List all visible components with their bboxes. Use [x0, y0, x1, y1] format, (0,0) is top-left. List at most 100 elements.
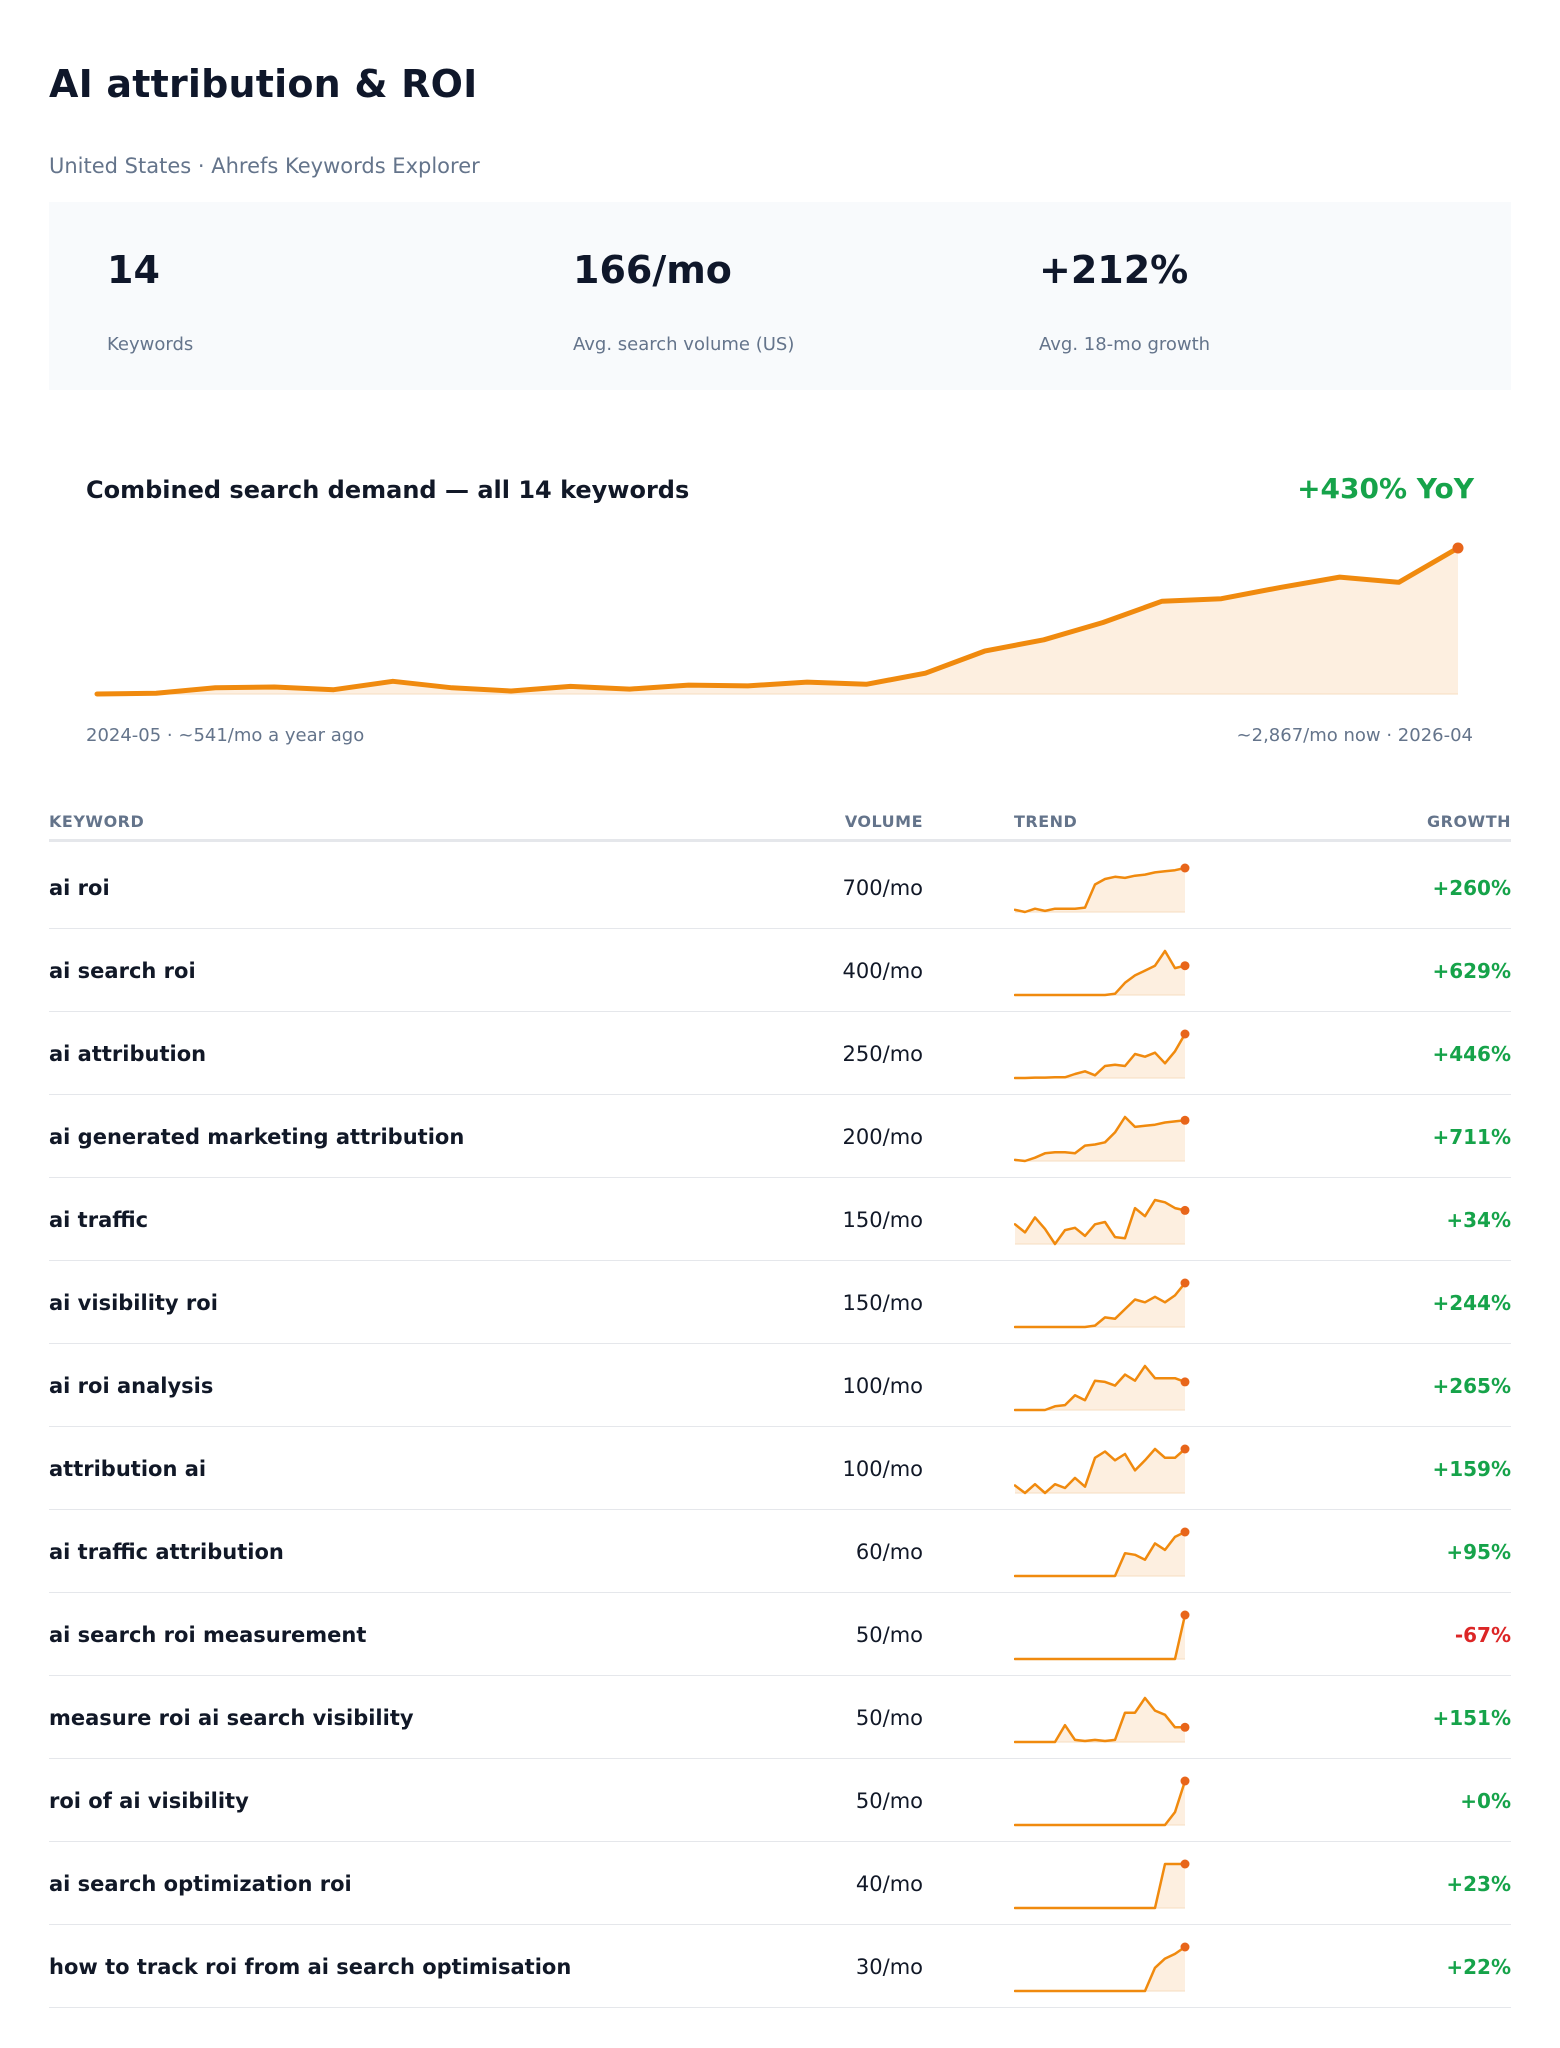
stat-label: Avg. search volume (US) — [573, 334, 795, 355]
trend-sparkline — [1014, 949, 1190, 997]
trend-sparkline — [1014, 1444, 1190, 1495]
table-row[interactable]: measure roi ai search visibility 50/mo +15… — [49, 1676, 1511, 1759]
volume-cell: 150/mo — [842, 1291, 923, 1315]
keyword-cell[interactable]: ai search optimization roi — [49, 1872, 352, 1896]
trend-end-point — [1180, 1942, 1190, 1952]
keyword-cell[interactable]: roi of ai visibility — [49, 1789, 249, 1813]
trend-area — [1015, 1117, 1185, 1161]
table-row[interactable]: ai search optimization roi 40/mo +23% — [49, 1842, 1511, 1925]
table-row[interactable]: roi of ai visibility 50/mo +0% — [49, 1759, 1511, 1842]
trend-line — [1014, 949, 1187, 997]
table-row[interactable]: ai generated marketing attribution 200/mo… — [49, 1095, 1511, 1178]
stat-label: Keywords — [107, 334, 194, 355]
trend-line — [1014, 1115, 1187, 1163]
keyword-cell[interactable]: ai visibility roi — [49, 1291, 218, 1315]
trend-sparkline — [1014, 1610, 1190, 1661]
trend-end-point — [1180, 1527, 1190, 1537]
keyword-cell[interactable]: ai traffic — [49, 1208, 149, 1232]
keyword-cell[interactable]: how to track roi from ai search optimisa… — [49, 1955, 572, 1979]
keyword-cell[interactable]: ai roi analysis — [49, 1374, 214, 1398]
chart-footer-right: ~2,867/mo now · 2026-04 — [1236, 725, 1473, 746]
trend-area — [1015, 951, 1185, 995]
trend-end-point — [1180, 1722, 1190, 1732]
table-row[interactable]: ai search roi measurement 50/mo -67% — [49, 1593, 1511, 1676]
trend-area — [1015, 1615, 1185, 1659]
trend-sparkline — [1014, 1696, 1190, 1744]
volume-cell: 50/mo — [855, 1706, 923, 1730]
trend-sparkline — [1014, 1859, 1190, 1910]
chart-title: Combined search demand — all 14 keywords — [86, 476, 690, 504]
keyword-cell[interactable]: ai roi — [49, 876, 110, 900]
table-row[interactable]: ai attribution 250/mo +446% — [49, 1012, 1511, 1095]
keyword-cell[interactable]: ai attribution — [49, 1042, 207, 1066]
table-header: KEYWORD VOLUME TREND GROWTH — [49, 812, 1511, 842]
trend-sparkline — [1014, 1198, 1190, 1246]
growth-cell: -67% — [1454, 1623, 1511, 1647]
keyword-cell[interactable]: ai generated marketing attribution — [49, 1125, 465, 1149]
trend-area — [1015, 1698, 1185, 1742]
table-row[interactable]: ai traffic 150/mo +34% — [49, 1178, 1511, 1261]
column-header-growth: GROWTH — [1426, 812, 1511, 831]
trend-line — [1014, 866, 1187, 914]
trend-sparkline — [1014, 1942, 1190, 1993]
trend-line — [1014, 1862, 1187, 1910]
trend-area — [1015, 1200, 1185, 1244]
trend-end-point — [1180, 1859, 1190, 1869]
trend-line — [1014, 1032, 1187, 1080]
stat-label: Avg. 18-mo growth — [1039, 334, 1211, 355]
growth-cell: +95% — [1446, 1540, 1511, 1564]
trend-end-point — [1180, 1377, 1190, 1387]
table-row[interactable]: how to track roi from ai search optimisa… — [49, 1925, 1511, 2008]
trend-line — [1014, 1613, 1187, 1661]
chart-yoy-badge: +430% YoY — [1297, 472, 1474, 505]
column-header-keyword: KEYWORD — [49, 812, 145, 831]
table-row[interactable]: ai traffic attribution 60/mo +95% — [49, 1510, 1511, 1593]
table-row[interactable]: attribution ai 100/mo +159% — [49, 1427, 1511, 1510]
table-row[interactable]: ai roi analysis 100/mo +265% — [49, 1344, 1511, 1427]
keyword-cell[interactable]: attribution ai — [49, 1457, 207, 1481]
table-row[interactable]: ai visibility roi 150/mo +244% — [49, 1261, 1511, 1344]
trend-line — [1014, 1281, 1187, 1329]
table-row[interactable]: ai roi 700/mo +260% — [49, 846, 1511, 929]
trend-area — [1015, 1449, 1185, 1493]
column-header-volume: VOLUME — [844, 812, 923, 831]
column-header-trend: TREND — [1014, 812, 1078, 831]
keyword-cell[interactable]: ai traffic attribution — [49, 1540, 284, 1564]
trend-area — [1015, 1366, 1185, 1410]
volume-cell: 40/mo — [855, 1872, 923, 1896]
growth-cell: +23% — [1446, 1872, 1511, 1896]
growth-cell: +244% — [1432, 1291, 1511, 1315]
trend-end-point — [1180, 1610, 1190, 1620]
trend-end-point — [1180, 1444, 1190, 1454]
trend-line — [1014, 1945, 1187, 1993]
stat-value: 166/mo — [573, 248, 732, 292]
trend-end-point — [1180, 961, 1190, 971]
trend-area — [1015, 1781, 1185, 1825]
trend-sparkline — [1014, 1029, 1190, 1080]
table-row[interactable]: ai search roi 400/mo +629% — [49, 929, 1511, 1012]
trend-end-point — [1180, 1776, 1190, 1786]
stats-panel: 14 Keywords 166/mo Avg. search volume (U… — [49, 202, 1511, 390]
trend-line — [1014, 1198, 1187, 1246]
volume-cell: 50/mo — [855, 1789, 923, 1813]
trend-area — [1015, 1283, 1185, 1327]
volume-cell: 100/mo — [842, 1457, 923, 1481]
growth-cell: +22% — [1446, 1955, 1511, 1979]
volume-cell: 60/mo — [855, 1540, 923, 1564]
keyword-cell[interactable]: measure roi ai search visibility — [49, 1706, 414, 1730]
growth-cell: +260% — [1432, 876, 1511, 900]
combined-demand-area — [97, 548, 1458, 694]
trend-area — [1015, 1864, 1185, 1908]
trend-sparkline — [1014, 1364, 1190, 1412]
volume-cell: 100/mo — [842, 1374, 923, 1398]
trend-area — [1015, 868, 1185, 912]
keyword-cell[interactable]: ai search roi — [49, 959, 196, 983]
growth-cell: +0% — [1460, 1789, 1511, 1813]
trend-area — [1015, 1034, 1185, 1078]
page-subtitle: United States · Ahrefs Keywords Explorer — [49, 154, 480, 178]
keyword-cell[interactable]: ai search roi measurement — [49, 1623, 367, 1647]
combined-demand-line — [94, 545, 1461, 697]
growth-cell: +151% — [1432, 1706, 1511, 1730]
volume-cell: 30/mo — [855, 1955, 923, 1979]
growth-cell: +629% — [1432, 959, 1511, 983]
